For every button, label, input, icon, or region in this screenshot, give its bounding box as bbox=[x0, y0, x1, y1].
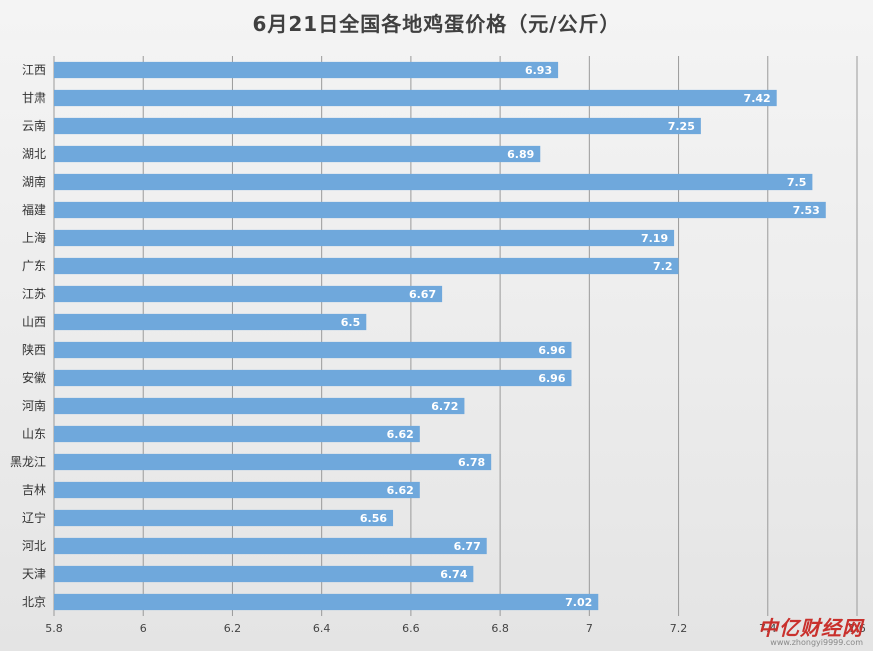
y-category-label: 安徽 bbox=[22, 370, 46, 385]
bar bbox=[54, 453, 492, 471]
y-category-label: 福建 bbox=[22, 202, 46, 217]
data-label: 7.2 bbox=[653, 260, 673, 273]
data-label: 7.25 bbox=[668, 120, 695, 133]
bar bbox=[54, 313, 367, 331]
bar bbox=[54, 565, 474, 583]
data-label: 6.74 bbox=[440, 568, 467, 581]
bar bbox=[54, 509, 394, 527]
x-tick-label: 6.8 bbox=[491, 622, 509, 635]
y-category-label: 湖南 bbox=[22, 174, 46, 189]
bar bbox=[54, 537, 487, 555]
data-label: 6.96 bbox=[538, 344, 565, 357]
bar bbox=[54, 201, 826, 219]
data-label: 6.78 bbox=[458, 456, 485, 469]
data-label: 7.5 bbox=[787, 176, 807, 189]
data-label: 7.42 bbox=[744, 92, 771, 105]
data-label: 6.93 bbox=[525, 64, 552, 77]
x-tick-label: 6.6 bbox=[402, 622, 420, 635]
y-category-label: 上海 bbox=[22, 230, 46, 245]
y-category-label: 天津 bbox=[22, 567, 46, 581]
y-category-label: 辽宁 bbox=[22, 510, 46, 525]
chart-title: 6月21日全国各地鸡蛋价格（元/公斤） bbox=[252, 12, 621, 36]
bar bbox=[54, 173, 813, 191]
y-category-label: 河北 bbox=[22, 539, 46, 553]
bar bbox=[54, 89, 777, 107]
x-tick-label: 6.4 bbox=[313, 622, 331, 635]
bar bbox=[54, 481, 420, 499]
y-category-label: 广东 bbox=[22, 259, 46, 273]
x-tick-label: 5.8 bbox=[45, 622, 63, 635]
data-label: 7.02 bbox=[565, 596, 592, 609]
data-label: 6.77 bbox=[454, 540, 481, 553]
y-category-label: 北京 bbox=[22, 595, 46, 609]
bar bbox=[54, 257, 679, 275]
data-label: 6.56 bbox=[360, 512, 387, 525]
data-label: 6.67 bbox=[409, 288, 436, 301]
bar bbox=[54, 145, 541, 163]
x-tick-label: 6.2 bbox=[224, 622, 242, 635]
y-category-label: 江苏 bbox=[22, 287, 46, 301]
bar bbox=[54, 425, 420, 443]
bar bbox=[54, 341, 572, 359]
y-category-label: 山东 bbox=[22, 427, 46, 441]
x-tick-label: 7.2 bbox=[670, 622, 688, 635]
x-tick-label: 7.6 bbox=[848, 622, 866, 635]
bar bbox=[54, 117, 701, 135]
y-category-label: 山西 bbox=[22, 315, 46, 329]
x-tick-label: 7.4 bbox=[759, 622, 777, 635]
data-label: 6.62 bbox=[387, 428, 414, 441]
watermark-logo: 中亿财经网 www.zhongyi9999.com bbox=[758, 612, 863, 647]
bar bbox=[54, 397, 465, 415]
watermark-url: www.zhongyi9999.com bbox=[770, 638, 863, 647]
bar bbox=[54, 61, 559, 79]
y-category-label: 湖北 bbox=[22, 146, 46, 161]
bar bbox=[54, 369, 572, 387]
y-category-label: 河南 bbox=[22, 398, 46, 413]
bar bbox=[54, 229, 675, 247]
y-category-label: 甘肃 bbox=[22, 91, 46, 105]
data-label: 6.89 bbox=[507, 148, 534, 161]
y-category-label: 陕西 bbox=[22, 342, 46, 357]
bar bbox=[54, 593, 599, 611]
y-category-label: 吉林 bbox=[22, 483, 46, 497]
x-tick-label: 7 bbox=[586, 622, 593, 635]
data-label: 6.96 bbox=[538, 372, 565, 385]
bar bbox=[54, 285, 443, 303]
watermark-brand: 中亿财经网 bbox=[758, 616, 863, 640]
data-label: 6.72 bbox=[431, 400, 458, 413]
y-category-label: 黑龙江 bbox=[10, 455, 46, 469]
data-label: 7.53 bbox=[793, 204, 820, 217]
x-tick-label: 6 bbox=[140, 622, 147, 635]
data-label: 7.19 bbox=[641, 232, 668, 245]
y-category-label: 江西 bbox=[22, 63, 46, 77]
y-category-label: 云南 bbox=[22, 118, 46, 133]
data-label: 6.5 bbox=[341, 316, 361, 329]
data-label: 6.62 bbox=[387, 484, 414, 497]
